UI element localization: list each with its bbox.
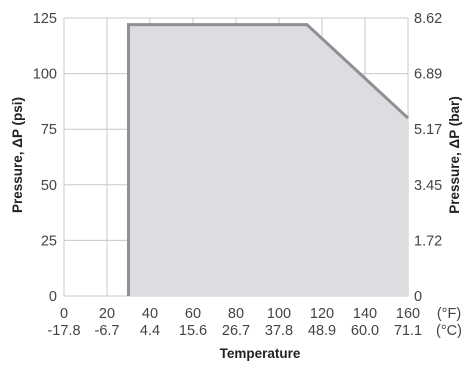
x-tick-label-celsius: 15.6 <box>179 323 207 339</box>
y-tick-label-bar: 3.45 <box>414 178 442 194</box>
operating-area-fill <box>128 24 408 297</box>
x-tick-label-fahrenheit: 120 <box>310 306 334 322</box>
x-tick-label-fahrenheit: 60 <box>185 306 201 322</box>
x-unit-celsius: (°C) <box>436 323 462 339</box>
y-tick-label-psi: 25 <box>41 233 57 249</box>
x-tick-label-fahrenheit: 40 <box>142 306 158 322</box>
y-tick-label-psi: 0 <box>49 289 57 305</box>
y-tick-label-psi: 75 <box>41 122 57 138</box>
x-axis-title: Temperature <box>220 346 301 361</box>
x-unit-fahrenheit: (°F) <box>437 306 461 322</box>
x-tick-label-fahrenheit: 20 <box>99 306 115 322</box>
x-tick-label-fahrenheit: 100 <box>267 306 291 322</box>
x-tick-label-celsius: 37.8 <box>265 323 293 339</box>
pressure-limit-line <box>127 23 410 296</box>
y-tick-label-bar: 8.62 <box>414 11 442 27</box>
x-tick-label-fahrenheit: 140 <box>353 306 377 322</box>
x-tick-label-celsius: -17.8 <box>47 323 80 339</box>
y-tick-label-psi: 125 <box>33 11 57 27</box>
x-tick-label-celsius: 26.7 <box>222 323 250 339</box>
y-axis-title-psi: Pressure, ΔP (psi) <box>10 97 25 213</box>
operating-region <box>127 23 410 297</box>
y-tick-label-psi: 100 <box>33 67 57 83</box>
x-tick-label-celsius: 4.4 <box>140 323 160 339</box>
x-tick-label-celsius: 60.0 <box>351 323 379 339</box>
y-tick-label-bar: 1.72 <box>414 233 442 249</box>
x-tick-label-celsius: 48.9 <box>308 323 336 339</box>
y-tick-label-bar: 6.89 <box>414 67 442 83</box>
x-tick-label-celsius: -6.7 <box>95 323 120 339</box>
y-axis-title-bar: Pressure, ΔP (bar) <box>447 96 462 214</box>
x-tick-label-fahrenheit: 0 <box>60 306 68 322</box>
y-tick-label-bar: 5.17 <box>414 122 442 138</box>
x-tick-label-fahrenheit: 80 <box>228 306 244 322</box>
x-tick-label-fahrenheit: 160 <box>396 306 420 322</box>
x-tick-label-celsius: 71.1 <box>394 323 422 339</box>
y-tick-label-psi: 50 <box>41 178 57 194</box>
y-tick-label-bar: 0 <box>414 289 422 305</box>
tick-labels: 0 25 50 75 100 125 0 1.72 3.45 5.17 6.89 8.62 0 20 40 6… <box>33 11 462 339</box>
